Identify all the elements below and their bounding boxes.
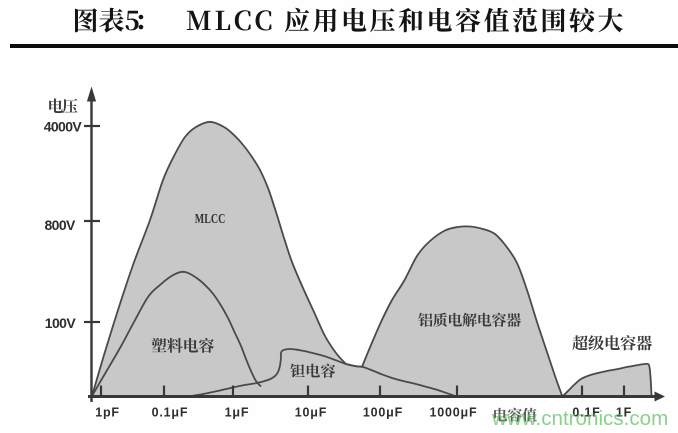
svg-text:800V: 800V [45,217,77,233]
svg-text:www.cntronics.com: www.cntronics.com [491,407,668,430]
svg-text:1F: 1F [616,406,632,420]
svg-text:1000μF: 1000μF [430,406,478,420]
svg-text:4000V: 4000V [44,119,83,135]
svg-text:100μF: 100μF [363,406,403,420]
svg-text:0.1F: 0.1F [572,406,600,420]
svg-text:MLCC: MLCC [195,212,226,227]
svg-text:100V: 100V [45,315,77,331]
svg-text:10μF: 10μF [295,406,327,420]
svg-text:0.1μF: 0.1μF [152,406,189,420]
svg-text:1μF: 1μF [225,406,250,420]
svg-text:1pF: 1pF [95,406,120,420]
